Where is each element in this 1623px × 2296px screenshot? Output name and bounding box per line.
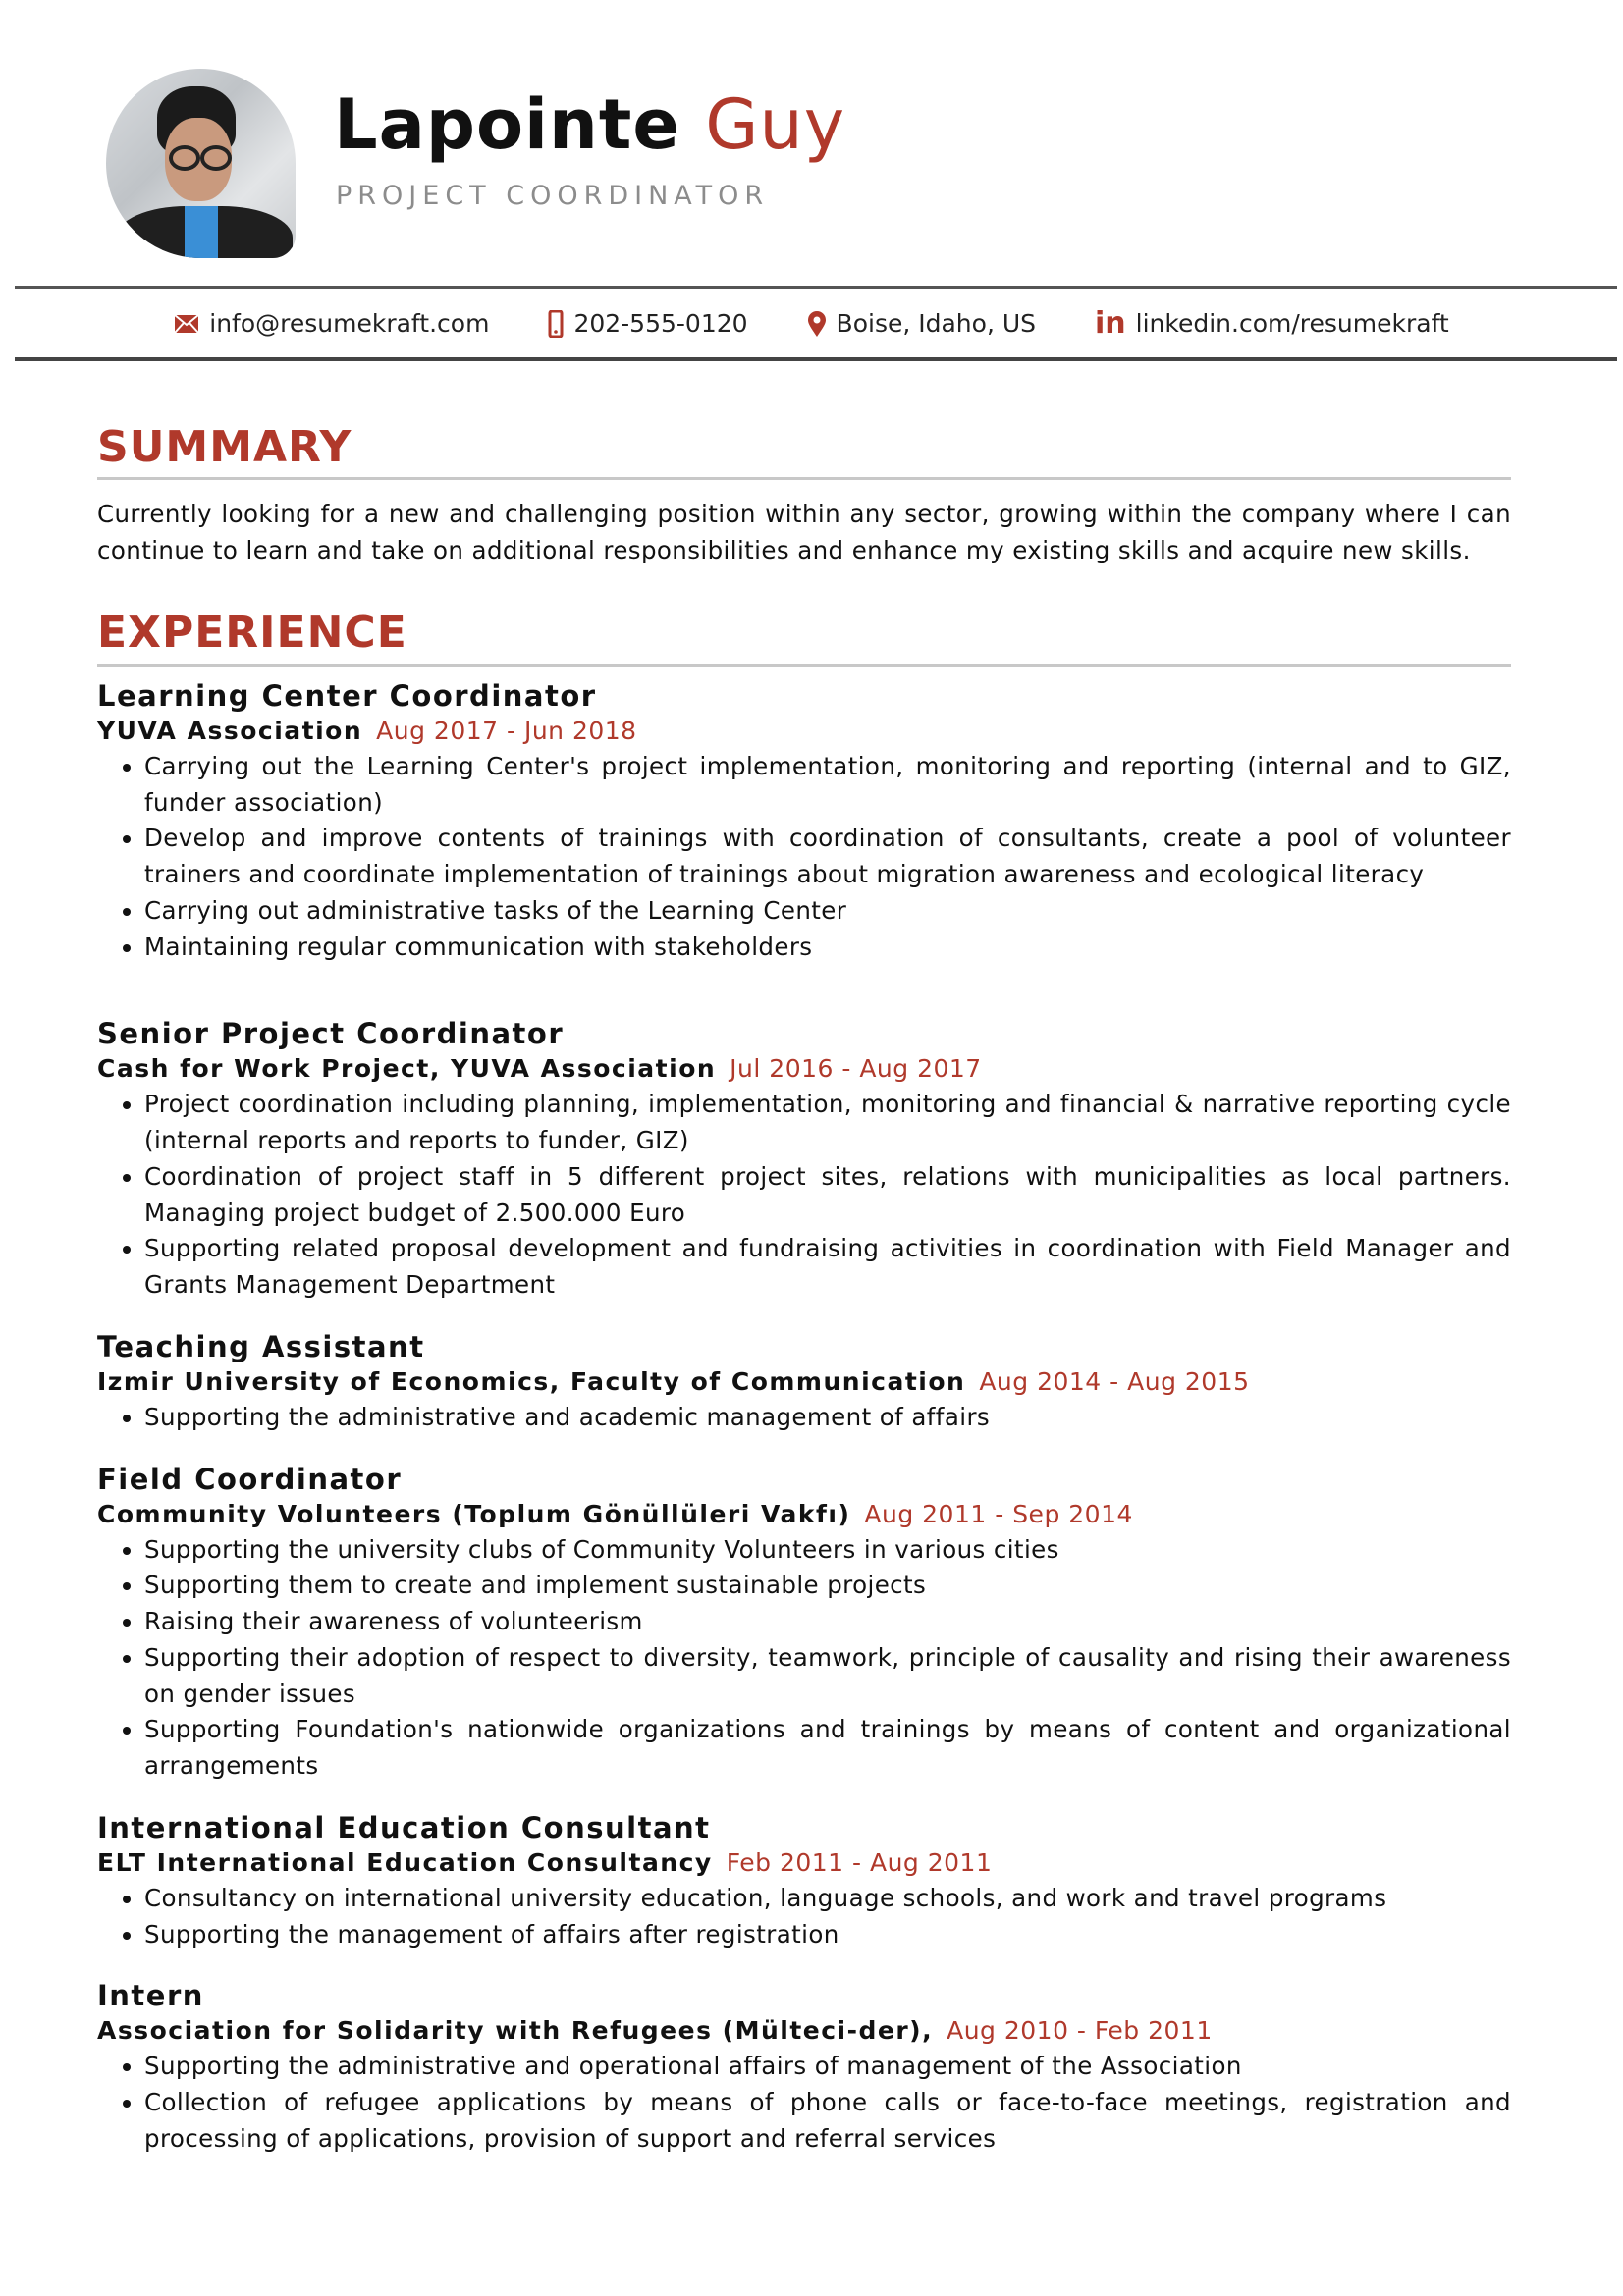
job-title: PROJECT COORDINATOR bbox=[336, 181, 770, 211]
summary-section: SUMMARY Currently looking for a new and … bbox=[97, 422, 1511, 568]
job-entry: Intern Association for Solidarity with R… bbox=[97, 1978, 1511, 2157]
divider bbox=[15, 286, 1617, 289]
job-bullets: Supporting the administrative and operat… bbox=[97, 2049, 1511, 2157]
job-entry: International Education Consultant ELT I… bbox=[97, 1810, 1511, 1953]
contact-bar: info@resumekraft.com 202-555-0120 Boise,… bbox=[0, 306, 1623, 341]
organization: Association for Solidarity with Refugees… bbox=[97, 2016, 934, 2046]
bullet-item: Coordination of project staff in 5 diffe… bbox=[144, 1159, 1511, 1232]
job-dates: Aug 2011 - Sep 2014 bbox=[864, 1499, 1133, 1528]
job-bullets: Consultancy on international university … bbox=[97, 1881, 1511, 1953]
bullet-item: Supporting the administrative and academ… bbox=[144, 1400, 1511, 1436]
location-pin-icon bbox=[807, 310, 827, 338]
bullet-item: Supporting the university clubs of Commu… bbox=[144, 1532, 1511, 1569]
bullet-item: Carrying out administrative tasks of the… bbox=[144, 893, 1511, 930]
job-entry: Learning Center Coordinator YUVA Associa… bbox=[97, 678, 1511, 966]
organization: ELT International Education Consultancy bbox=[97, 1847, 713, 1877]
bullet-item: Supporting their adoption of respect to … bbox=[144, 1640, 1511, 1713]
contact-linkedin[interactable]: in linkedin.com/resumekraft bbox=[1095, 306, 1449, 341]
job-entry: Senior Project Coordinator Cash for Work… bbox=[97, 1016, 1511, 1304]
divider bbox=[15, 357, 1617, 361]
contact-text: Boise, Idaho, US bbox=[836, 309, 1037, 338]
job-org: Community Volunteers (Toplum Gönüllüleri… bbox=[97, 1497, 1511, 1532]
job-org: Cash for Work Project, YUVA Association J… bbox=[97, 1051, 1511, 1087]
job-title: Learning Center Coordinator bbox=[97, 678, 597, 713]
section-divider bbox=[97, 477, 1511, 481]
job-dates: Aug 2010 - Feb 2011 bbox=[947, 2016, 1213, 2046]
job-dates: Aug 2017 - Jun 2018 bbox=[376, 716, 637, 745]
job-dates: Aug 2014 - Aug 2015 bbox=[979, 1366, 1250, 1396]
bullet-item: Carrying out the Learning Center's proje… bbox=[144, 749, 1511, 822]
profile-photo bbox=[106, 69, 296, 258]
job-org: YUVA Association Aug 2017 - Jun 2018 bbox=[97, 714, 1511, 749]
job-bullets: Project coordination including planning,… bbox=[97, 1087, 1511, 1304]
candidate-name: Lapointe Guy bbox=[334, 90, 845, 159]
job-bullets: Supporting the university clubs of Commu… bbox=[97, 1532, 1511, 1785]
contact-text: 202-555-0120 bbox=[573, 309, 748, 338]
phone-icon bbox=[548, 309, 564, 338]
bullet-item: Consultancy on international university … bbox=[144, 1881, 1511, 1917]
job-org: Izmir University of Economics, Faculty o… bbox=[97, 1364, 1511, 1400]
bullet-item: Supporting related proposal development … bbox=[144, 1231, 1511, 1304]
bullet-item: Supporting Foundation's nationwide organ… bbox=[144, 1712, 1511, 1785]
contact-location: Boise, Idaho, US bbox=[807, 306, 1036, 341]
resume-body: SUMMARY Currently looking for a new and … bbox=[97, 422, 1511, 2158]
section-heading: SUMMARY bbox=[97, 422, 352, 472]
summary-text: Currently looking for a new and challeng… bbox=[97, 500, 1511, 565]
bullet-item: Raising their awareness of volunteerism bbox=[144, 1604, 1511, 1640]
bullet-item: Collection of refugee applications by me… bbox=[144, 2085, 1511, 2158]
job-title: Senior Project Coordinator bbox=[97, 1017, 565, 1051]
job-bullets: Carrying out the Learning Center's proje… bbox=[97, 749, 1511, 966]
job-list: Learning Center Coordinator YUVA Associa… bbox=[97, 678, 1511, 2158]
section-divider bbox=[97, 663, 1511, 667]
bullet-item: Develop and improve contents of training… bbox=[144, 821, 1511, 893]
bullet-item: Supporting the administrative and operat… bbox=[144, 2049, 1511, 2085]
job-title: International Education Consultant bbox=[97, 1810, 711, 1844]
bullet-item: Supporting the management of affairs aft… bbox=[144, 1917, 1511, 1953]
job-org: ELT International Education Consultancy F… bbox=[97, 1845, 1511, 1881]
organization: Community Volunteers (Toplum Gönüllüleri… bbox=[97, 1499, 851, 1528]
job-dates: Feb 2011 - Aug 2011 bbox=[726, 1847, 993, 1877]
linkedin-icon: in bbox=[1095, 306, 1126, 341]
job-bullets: Supporting the administrative and academ… bbox=[97, 1400, 1511, 1436]
organization: YUVA Association bbox=[97, 716, 363, 745]
job-entry: Field Coordinator Community Volunteers (… bbox=[97, 1462, 1511, 1785]
organization: Izmir University of Economics, Faculty o… bbox=[97, 1366, 966, 1396]
contact-phone[interactable]: 202-555-0120 bbox=[548, 306, 748, 341]
contact-text: linkedin.com/resumekraft bbox=[1135, 309, 1449, 338]
organization: Cash for Work Project, YUVA Association bbox=[97, 1054, 717, 1084]
job-title: Field Coordinator bbox=[97, 1462, 403, 1496]
section-heading: EXPERIENCE bbox=[97, 608, 407, 659]
bullet-item: Supporting them to create and implement … bbox=[144, 1568, 1511, 1604]
contact-email[interactable]: info@resumekraft.com bbox=[174, 306, 489, 341]
job-dates: Jul 2016 - Aug 2017 bbox=[730, 1054, 982, 1084]
contact-text: info@resumekraft.com bbox=[209, 309, 490, 338]
envelope-icon bbox=[174, 313, 199, 334]
job-org: Association for Solidarity with Refugees… bbox=[97, 2013, 1511, 2049]
first-name: Lapointe bbox=[334, 84, 680, 165]
job-title: Intern bbox=[97, 1979, 204, 2013]
job-title: Teaching Assistant bbox=[97, 1329, 425, 1363]
last-name: Guy bbox=[705, 84, 846, 165]
bullet-item: Maintaining regular communication with s… bbox=[144, 930, 1511, 966]
bullet-item: Project coordination including planning,… bbox=[144, 1087, 1511, 1159]
experience-section: EXPERIENCE Learning Center Coordinator Y… bbox=[97, 608, 1511, 2158]
job-entry: Teaching Assistant Izmir University of E… bbox=[97, 1329, 1511, 1436]
